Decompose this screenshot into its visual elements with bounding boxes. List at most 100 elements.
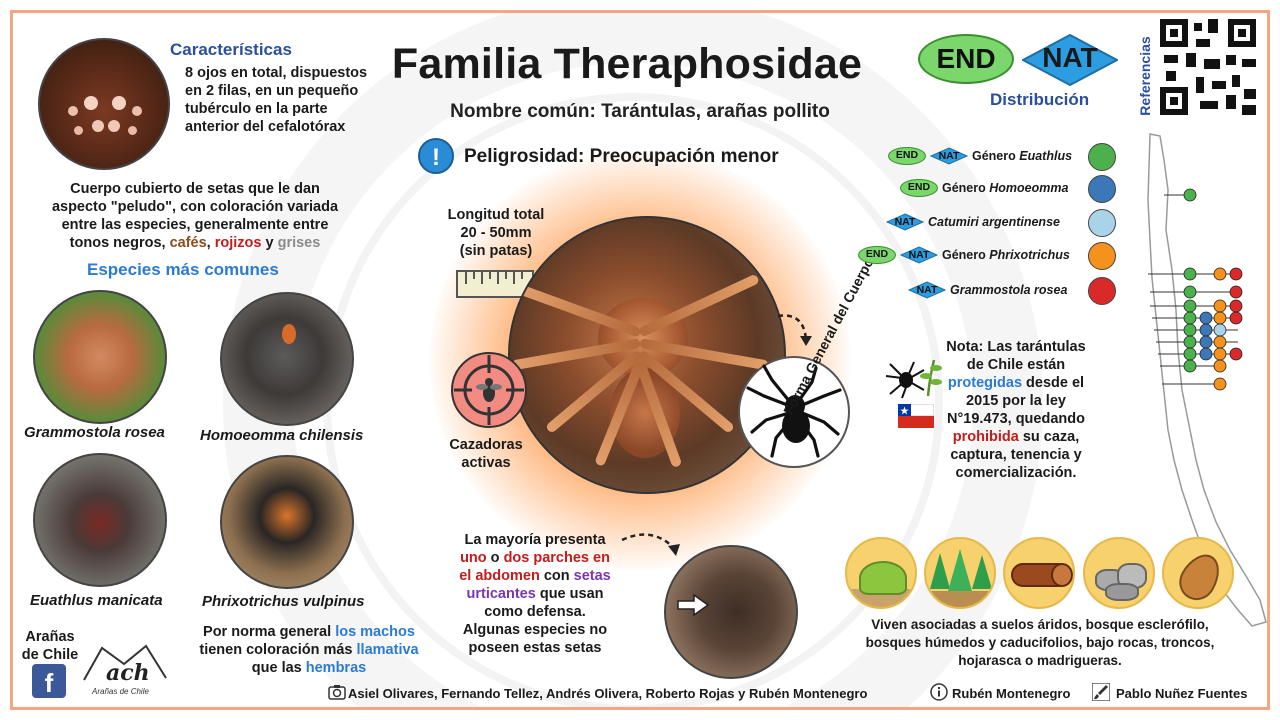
facebook-icon[interactable]: f: [32, 664, 66, 698]
size-line-2: 20 - 50mm: [460, 225, 532, 241]
distribution-badges: END NAT: [918, 32, 1118, 88]
abdomen-or: o: [486, 550, 504, 566]
end-badge-small: END: [858, 246, 896, 264]
abdomen-highlight: el abdomen: [459, 568, 540, 584]
legend-color-dot: [1088, 277, 1116, 305]
law-line-1: Nota: Las tarántulas: [946, 339, 1086, 355]
hunting-line-1: Cazadoras: [449, 437, 523, 453]
chile-map: [1147, 133, 1267, 627]
species-label-4: Phrixotrichus vulpinus: [202, 593, 365, 610]
hunting-text: Cazadoras activas: [436, 436, 536, 472]
law-line-8: comercialización.: [955, 465, 1077, 481]
nat-badge-small: NAT: [930, 147, 968, 165]
legend-prefix: Género: [972, 149, 1020, 163]
legend-row: END Género Homoeomma: [900, 175, 1068, 201]
legend-text: Grammostola rosea: [950, 283, 1067, 297]
abdomen-with: con: [539, 568, 574, 584]
setae-highlight: setas: [573, 568, 611, 584]
males-highlight: los machos: [335, 624, 415, 640]
pointer-arrow-icon: [677, 593, 710, 617]
legend-text: Catumiri argentinense: [928, 215, 1060, 229]
protected-highlight: protegidas: [947, 375, 1023, 391]
males-note-c: tienen coloración más: [199, 642, 357, 658]
legend-taxon: Euathlus: [1019, 149, 1073, 163]
species-photo-grammostola: [33, 290, 167, 424]
end-badge-small: END: [888, 147, 926, 165]
legend-prefix: Género: [942, 248, 990, 262]
legend-row: NAT Grammostola rosea: [908, 277, 1067, 303]
males-note-e: que las: [251, 660, 306, 676]
habitat-leaf-icon: [1162, 537, 1234, 609]
legend-text: Género Euathlus: [972, 149, 1072, 163]
qr-code[interactable]: [1160, 19, 1256, 115]
danger-text: Peligrosidad: Preocupación menor: [464, 146, 779, 168]
habitat-text: Viven asociadas a suelos áridos, bosque …: [840, 616, 1240, 670]
law-line-4: 2015 por la ley: [966, 393, 1066, 409]
habitat-rocks-icon: [1083, 537, 1155, 609]
abdomen-line-1: La mayoría presenta: [464, 532, 606, 548]
chile-flag-icon: [898, 404, 934, 428]
size-text: Longitud total 20 - 50mm (sin patas): [436, 206, 556, 260]
and-text: y: [261, 235, 278, 251]
color-black-text: tonos negros,: [69, 235, 170, 251]
separator-text: ,: [206, 235, 215, 251]
legend-taxon: Grammostola rosea: [950, 283, 1068, 297]
species-photo-euathlus: [33, 453, 167, 587]
legend-taxon: Catumiri argentinense: [928, 215, 1060, 229]
prohibited-highlight: prohibida: [952, 429, 1019, 445]
abdomen-line-4b: que usan: [535, 586, 604, 602]
body-line-2: aspecto "peludo", con coloración variada: [51, 199, 339, 215]
species-label-2: Homoeomma chilensis: [200, 427, 364, 444]
facebook-glyph: f: [44, 668, 54, 698]
species-label-3: Euathlus manicata: [30, 592, 163, 609]
hunting-line-2: activas: [461, 455, 511, 471]
characteristics-title: Características: [170, 40, 292, 59]
law-line-6b: su caza,: [1018, 429, 1080, 445]
body-description: Cuerpo cubierto de setas que le dan aspe…: [30, 180, 360, 252]
abdomen-one: uno: [460, 550, 487, 566]
body-line-3: entre las especies, generalmente entre: [61, 217, 329, 233]
legend-badge-label: NAT: [894, 216, 916, 228]
dashed-arrow-icon-2: [621, 533, 680, 556]
eyes-closeup-photo: [38, 38, 170, 170]
habitat-line-1: Viven asociadas a suelos áridos, bosque …: [871, 617, 1209, 632]
photo-credits: Asiel Olivares, Fernando Tellez, Andrés …: [348, 686, 868, 701]
crosshair-fly-icon: [451, 352, 527, 428]
legend-badge-label: NAT: [916, 284, 938, 296]
references-label: Referencias: [1137, 36, 1153, 116]
color-grey-text: grises: [277, 235, 321, 251]
size-line-3: (sin patas): [459, 243, 533, 259]
camera-icon: [328, 685, 346, 700]
abdomen-line-5: como defensa.: [484, 604, 586, 620]
danger-row: ! Peligrosidad: Preocupación menor: [418, 138, 838, 176]
law-line-7: captura, tenencia y: [950, 447, 1082, 463]
abdomen-photo: [664, 545, 798, 679]
species-title: Especies más comunes: [87, 260, 279, 279]
end-badge-label: END: [936, 43, 996, 74]
law-line-2: de Chile están: [966, 357, 1066, 373]
legend-row: NAT Catumiri argentinense: [886, 209, 1060, 235]
urticating-highlight: urticantes: [466, 586, 536, 602]
legend-badge-label: END: [895, 149, 919, 161]
aranas-de-chile-logo-icon: ach: [83, 644, 167, 686]
spider-silhouette-icon: [746, 364, 842, 458]
brand-line-2: de Chile: [21, 647, 79, 663]
law-note: Nota: Las tarántulas de Chile están prot…: [946, 338, 1086, 482]
habitat-line-2: bosques húmedos y caducifolios, bajo roc…: [865, 635, 1215, 650]
flashy-highlight: llamativa: [356, 642, 419, 658]
illustration-credits: Pablo Nuñez Fuentes: [1116, 686, 1248, 701]
abdomen-line-7: poseen estas setas: [468, 640, 602, 656]
legend-text: Género Phrixotrichus: [942, 248, 1070, 262]
legend-badge-label: NAT: [938, 150, 960, 162]
legend-color-dot: [1088, 242, 1116, 270]
color-red-text: rojizos: [214, 235, 262, 251]
body-line-1: Cuerpo cubierto de setas que le dan: [70, 181, 320, 197]
brush-icon: [1092, 683, 1110, 701]
legend-taxon: Phrixotrichus: [989, 248, 1070, 262]
legend-prefix: Género: [942, 181, 990, 195]
females-highlight: hembras: [305, 660, 367, 676]
main-tarantula-photo: [508, 216, 786, 494]
legend-color-dot: [1088, 175, 1116, 203]
legend-color-dot: [1088, 143, 1116, 171]
nat-badge-small: NAT: [886, 213, 924, 231]
